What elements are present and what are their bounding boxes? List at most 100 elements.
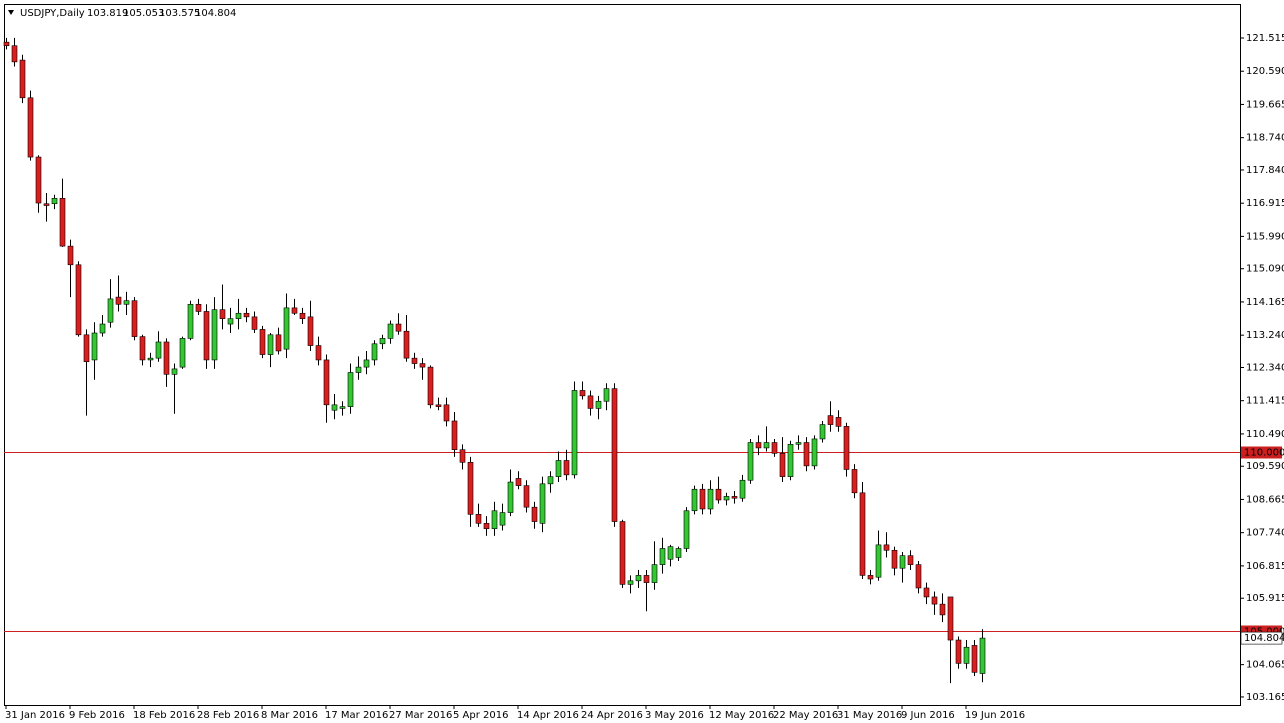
price-label-box — [1241, 446, 1282, 459]
candle-body — [411, 357, 418, 364]
candle-body — [331, 404, 338, 411]
candle-body — [67, 245, 74, 266]
candle-body — [355, 366, 362, 373]
candle-body — [507, 481, 514, 513]
y-tick-label: 113.240 — [1246, 330, 1284, 341]
candle-body — [667, 546, 674, 560]
candle-body — [483, 523, 490, 530]
candle-body — [387, 323, 394, 339]
ohlc-high: 105.053 — [123, 8, 164, 19]
candle-body — [35, 156, 42, 204]
y-tick-label: 115.990 — [1246, 231, 1284, 242]
candle-body — [811, 438, 818, 467]
candle-body — [675, 548, 682, 558]
x-tick-label: 31 Jan 2016 — [5, 710, 65, 721]
current-price-label: 104.804 — [1244, 633, 1284, 644]
candle-body — [379, 338, 386, 345]
price-label: 110.000 — [1244, 448, 1284, 459]
candle-body — [27, 97, 34, 158]
candle-body — [835, 417, 842, 427]
candle-body — [371, 343, 378, 361]
candle-body — [475, 514, 482, 524]
candle-body — [187, 303, 194, 339]
candle-body — [715, 488, 722, 501]
y-tick-label: 111.415 — [1246, 396, 1284, 407]
candle-body — [419, 363, 426, 368]
candle-body — [651, 564, 658, 583]
candle-body — [251, 316, 258, 330]
y-tick-label: 119.665 — [1246, 99, 1284, 110]
candle-body — [43, 203, 50, 206]
candle-body — [59, 198, 66, 247]
x-tick-label: 3 May 2016 — [645, 710, 704, 721]
candle-body — [19, 59, 26, 99]
candle-body — [795, 442, 802, 445]
candle-body — [323, 359, 330, 406]
candle-body — [163, 341, 170, 375]
candle-body — [11, 45, 18, 63]
candle-body — [579, 390, 586, 397]
x-tick-label: 27 Mar 2016 — [389, 710, 452, 721]
candle-body — [491, 510, 498, 530]
candle-body — [451, 420, 458, 451]
candle-body — [203, 311, 210, 361]
candle-body — [83, 334, 90, 363]
x-tick-label: 24 Apr 2016 — [581, 710, 643, 721]
y-tick-label: 118.740 — [1246, 133, 1284, 144]
plot-frame — [4, 4, 1241, 706]
candle-body — [819, 424, 826, 440]
x-tick-label: 19 Jun 2016 — [965, 710, 1025, 721]
x-tick-label: 18 Feb 2016 — [133, 710, 195, 721]
candle-body — [259, 329, 266, 355]
candle-body — [723, 496, 730, 501]
candle-body — [139, 336, 146, 361]
y-tick-label: 106.815 — [1246, 561, 1284, 572]
candle-body — [563, 460, 570, 476]
candle-body — [963, 646, 970, 664]
y-tick-label: 104.065 — [1246, 660, 1284, 671]
candle-body — [611, 388, 618, 522]
candle-body — [851, 469, 858, 494]
y-tick-label: 109.590 — [1246, 461, 1284, 472]
candle-body — [115, 296, 122, 305]
candle-body — [947, 596, 954, 641]
candle-body — [627, 580, 634, 585]
candle-body — [779, 453, 786, 477]
y-tick-label: 115.090 — [1246, 264, 1284, 275]
candle-body — [555, 460, 562, 477]
candle-body — [619, 521, 626, 585]
candle-body — [427, 366, 434, 406]
candle-body — [875, 544, 882, 578]
candle-body — [923, 587, 930, 598]
candle-body — [755, 442, 762, 449]
candle-body — [531, 506, 538, 522]
y-tick-label: 105.915 — [1246, 593, 1284, 604]
candle-body — [307, 316, 314, 346]
candle-body — [971, 645, 978, 673]
candle-body — [587, 395, 594, 409]
candle-body — [291, 307, 298, 314]
candle-body — [547, 476, 554, 485]
x-tick-label: 9 Jun 2016 — [901, 710, 955, 721]
candle-body — [467, 461, 474, 515]
y-tick-label: 114.165 — [1246, 297, 1284, 308]
candle-body — [315, 345, 322, 361]
candle-body — [683, 510, 690, 549]
candle-body — [979, 637, 986, 674]
x-tick-label: 31 May 2016 — [837, 710, 902, 721]
candle-body — [403, 330, 410, 359]
candle-body — [539, 483, 546, 524]
y-tick-label: 117.840 — [1246, 165, 1284, 176]
candle-body — [731, 496, 738, 499]
candle-body — [3, 41, 10, 47]
y-tick-label: 121.515 — [1246, 33, 1284, 44]
x-tick-label: 22 May 2016 — [773, 710, 838, 721]
y-tick-label: 107.740 — [1246, 528, 1284, 539]
candle-body — [523, 485, 530, 508]
menu-arrow[interactable] — [8, 10, 14, 15]
candle-body — [939, 603, 946, 616]
candle-body — [899, 555, 906, 569]
candle-body — [243, 312, 250, 318]
